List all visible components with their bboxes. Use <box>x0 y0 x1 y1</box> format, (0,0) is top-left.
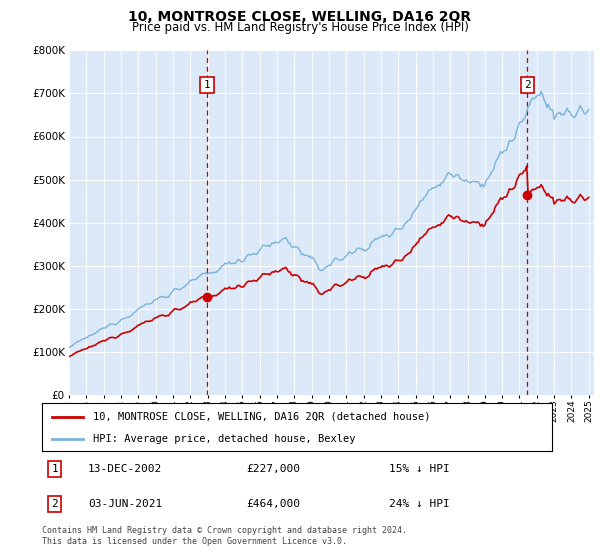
Text: Contains HM Land Registry data © Crown copyright and database right 2024.
This d: Contains HM Land Registry data © Crown c… <box>42 526 407 546</box>
Text: 03-JUN-2021: 03-JUN-2021 <box>88 499 162 509</box>
Text: 15% ↓ HPI: 15% ↓ HPI <box>389 464 449 474</box>
Text: HPI: Average price, detached house, Bexley: HPI: Average price, detached house, Bexl… <box>93 434 355 444</box>
Text: 1: 1 <box>203 80 210 90</box>
Text: 10, MONTROSE CLOSE, WELLING, DA16 2QR: 10, MONTROSE CLOSE, WELLING, DA16 2QR <box>128 10 472 24</box>
Text: £464,000: £464,000 <box>246 499 300 509</box>
Text: 24% ↓ HPI: 24% ↓ HPI <box>389 499 449 509</box>
Text: 2: 2 <box>52 499 58 509</box>
Text: 13-DEC-2002: 13-DEC-2002 <box>88 464 162 474</box>
Text: 1: 1 <box>52 464 58 474</box>
Text: 2: 2 <box>524 80 531 90</box>
Text: £227,000: £227,000 <box>246 464 300 474</box>
Text: 10, MONTROSE CLOSE, WELLING, DA16 2QR (detached house): 10, MONTROSE CLOSE, WELLING, DA16 2QR (d… <box>93 412 431 422</box>
Text: Price paid vs. HM Land Registry's House Price Index (HPI): Price paid vs. HM Land Registry's House … <box>131 21 469 34</box>
